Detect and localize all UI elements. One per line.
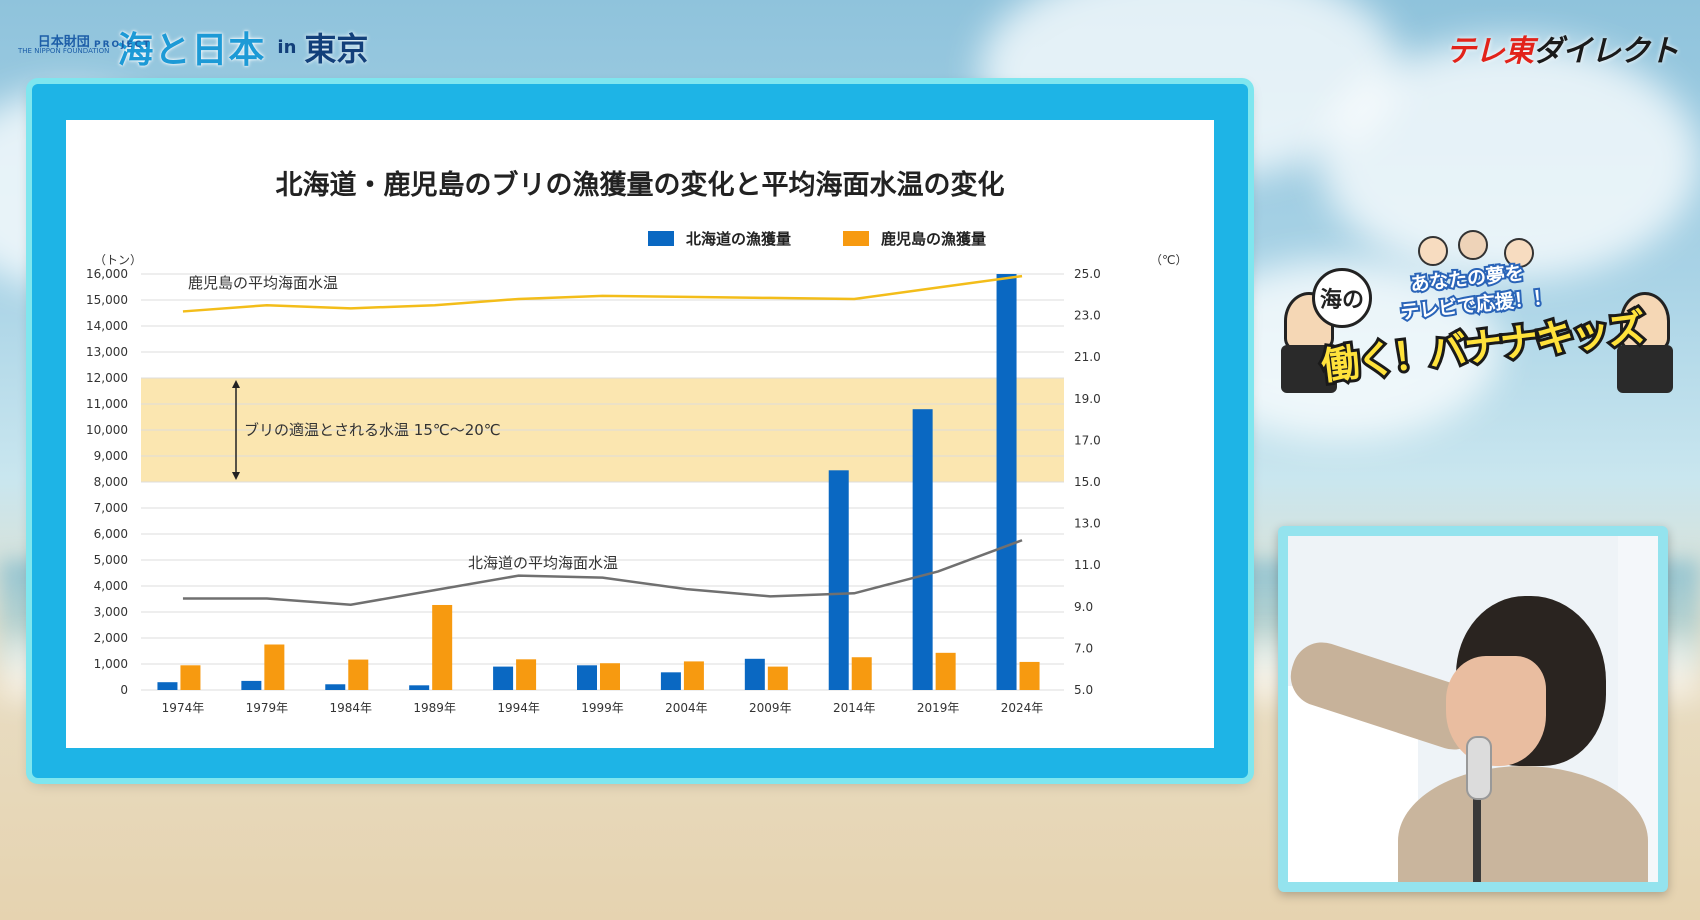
project-text: PROJECT — [94, 40, 152, 50]
bar — [516, 659, 537, 690]
y-tick-label: 1,000 — [94, 657, 128, 671]
catch-temperature-chart: 北海道・鹿児島のブリの漁獲量の変化と平均海面水温の変化 （トン） （℃） 0 1,… — [86, 169, 1187, 715]
y2-tick-label: 25.0 — [1074, 267, 1101, 281]
show-umi-badge: 海の — [1312, 268, 1372, 328]
y-tick-label: 11,000 — [86, 397, 128, 411]
y-tick-label: 0 — [120, 683, 128, 697]
y2-tick-label: 5.0 — [1074, 683, 1093, 697]
y2-tick-label: 19.0 — [1074, 392, 1101, 406]
kagoshima-temperature-label: 鹿児島の平均海面水温 — [188, 274, 338, 292]
y2-tick-label: 21.0 — [1074, 350, 1101, 364]
y-tick-label: 15,000 — [86, 293, 128, 307]
y2-tick-label: 23.0 — [1074, 309, 1101, 323]
bar — [744, 658, 765, 690]
bar — [432, 604, 453, 690]
y-tick-label: 7,000 — [94, 501, 128, 515]
y-tick-label: 16,000 — [86, 267, 128, 281]
y-tick-label: 2,000 — [94, 631, 128, 645]
x-tick-label: 1989年 — [413, 701, 456, 715]
x-tick-label: 1994年 — [497, 701, 540, 715]
x-tick-label: 2004年 — [665, 701, 708, 715]
show-logo: 海の あなたの夢を テレビで応援！！ 働く！バナナキッズ — [1281, 230, 1674, 402]
chart-frame: 北海道・鹿児島のブリの漁獲量の変化と平均海面水温の変化 （トン） （℃） 0 1,… — [32, 84, 1248, 778]
y-tick-label: 6,000 — [94, 527, 128, 541]
temperature-line — [182, 274, 1023, 313]
x-tick-label: 2024年 — [1001, 701, 1044, 715]
bar — [767, 666, 788, 690]
x-tick-label: 1999年 — [581, 701, 624, 715]
y-tick-label: 10,000 — [86, 423, 128, 437]
x-tick-label: 1984年 — [329, 701, 372, 715]
bar — [996, 274, 1017, 690]
chart-title: 北海道・鹿児島のブリの漁獲量の変化と平均海面水温の変化 — [276, 169, 1005, 201]
bar — [409, 685, 430, 690]
x-tick-label: 2019年 — [917, 701, 960, 715]
legend-label: 北海道の漁獲量 — [686, 230, 791, 248]
temperature-line — [182, 539, 1023, 606]
arrow-head-top — [232, 380, 240, 388]
city-text: 東京 — [304, 30, 369, 68]
presenter-camera-inset — [1278, 526, 1668, 892]
x-tick-label: 2009年 — [749, 701, 792, 715]
bar — [828, 470, 849, 690]
bar — [912, 409, 933, 690]
y2-tick-label: 15.0 — [1074, 475, 1101, 489]
nippon-foundation-mark: 日本財団 THE NIPPON FOUNDATION — [18, 35, 110, 55]
bar — [325, 684, 346, 690]
bar — [180, 665, 201, 690]
chart-panel: 北海道・鹿児島のブリの漁獲量の変化と平均海面水温の変化 （トン） （℃） 0 1,… — [66, 120, 1214, 748]
y-axis-unit-right: （℃） — [1150, 253, 1187, 267]
microphone — [1466, 736, 1492, 800]
legend-swatch — [843, 231, 869, 246]
y-tick-label: 4,000 — [94, 579, 128, 593]
y2-tick-label: 17.0 — [1074, 433, 1101, 447]
y-tick-label: 3,000 — [94, 605, 128, 619]
y2-tick-label: 7.0 — [1074, 641, 1093, 655]
hokkaido-temperature-label: 北海道の平均海面水温 — [468, 554, 618, 572]
y-tick-label: 9,000 — [94, 449, 128, 463]
bar — [660, 672, 681, 690]
y-axis-unit-left: （トン） — [94, 253, 142, 267]
bar — [1019, 661, 1040, 690]
bar — [348, 659, 369, 690]
bar — [577, 665, 597, 690]
bar — [241, 680, 262, 690]
tv-tokyo-direct-logo: テレ東ダイレクト — [1446, 34, 1679, 69]
bar — [600, 663, 620, 690]
y-tick-label: 8,000 — [94, 475, 128, 489]
y2-tick-label: 13.0 — [1074, 517, 1101, 531]
legend-swatch — [648, 231, 674, 246]
umi-to-nippon-text: 海と日本 — [117, 29, 266, 71]
umi-nippon-logo: 日本財団 THE NIPPON FOUNDATION 海と日本 in 東京 — [18, 20, 368, 74]
bar — [264, 644, 285, 690]
x-tick-label: 1974年 — [162, 701, 205, 715]
presenter-illustration-right — [1617, 292, 1673, 393]
y-tick-label: 5,000 — [94, 553, 128, 567]
y2-tick-label: 9.0 — [1074, 600, 1093, 614]
y-tick-label: 12,000 — [86, 371, 128, 385]
bar — [683, 661, 704, 690]
legend-label: 鹿児島の漁獲量 — [881, 230, 986, 248]
y-tick-label: 14,000 — [86, 319, 128, 333]
bar — [851, 657, 872, 690]
in-text: in — [277, 36, 297, 58]
presenter-face — [1446, 656, 1546, 766]
y-tick-label: 13,000 — [86, 345, 128, 359]
presenter-body — [1398, 766, 1648, 882]
bar — [493, 666, 514, 690]
y2-tick-label: 11.0 — [1074, 558, 1101, 572]
band-label: ブリの適温とされる水温 15℃〜20℃ — [244, 421, 501, 439]
bar — [157, 682, 178, 690]
arrow-head-bottom — [232, 472, 240, 480]
x-tick-label: 2014年 — [833, 701, 876, 715]
bar — [935, 652, 956, 690]
x-tick-label: 1979年 — [246, 701, 289, 715]
